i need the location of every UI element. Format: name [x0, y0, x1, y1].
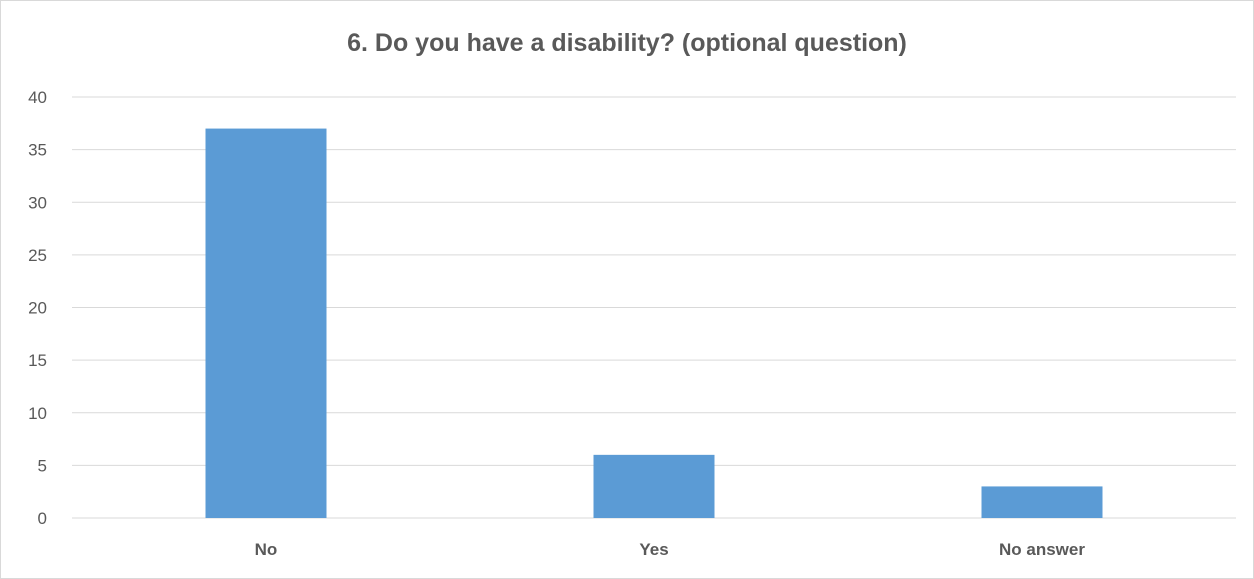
- bar-no: [205, 128, 327, 518]
- chart-title: 6. Do you have a disability? (optional q…: [347, 29, 907, 57]
- bar-yes: [593, 454, 715, 518]
- y-tick-label: 25: [28, 246, 47, 265]
- x-category-label: Yes: [639, 540, 668, 559]
- y-tick-label: 20: [28, 299, 47, 318]
- y-tick-label: 5: [38, 456, 47, 475]
- x-category-label: No: [255, 540, 278, 559]
- y-tick-label: 10: [28, 404, 47, 423]
- x-category-label: No answer: [999, 540, 1085, 559]
- y-tick-label: 15: [28, 351, 47, 370]
- y-tick-label: 40: [28, 88, 47, 107]
- y-tick-label: 30: [28, 193, 47, 212]
- bar-no-answer: [981, 486, 1103, 518]
- y-tick-label: 0: [38, 509, 47, 528]
- y-tick-label: 35: [28, 141, 47, 160]
